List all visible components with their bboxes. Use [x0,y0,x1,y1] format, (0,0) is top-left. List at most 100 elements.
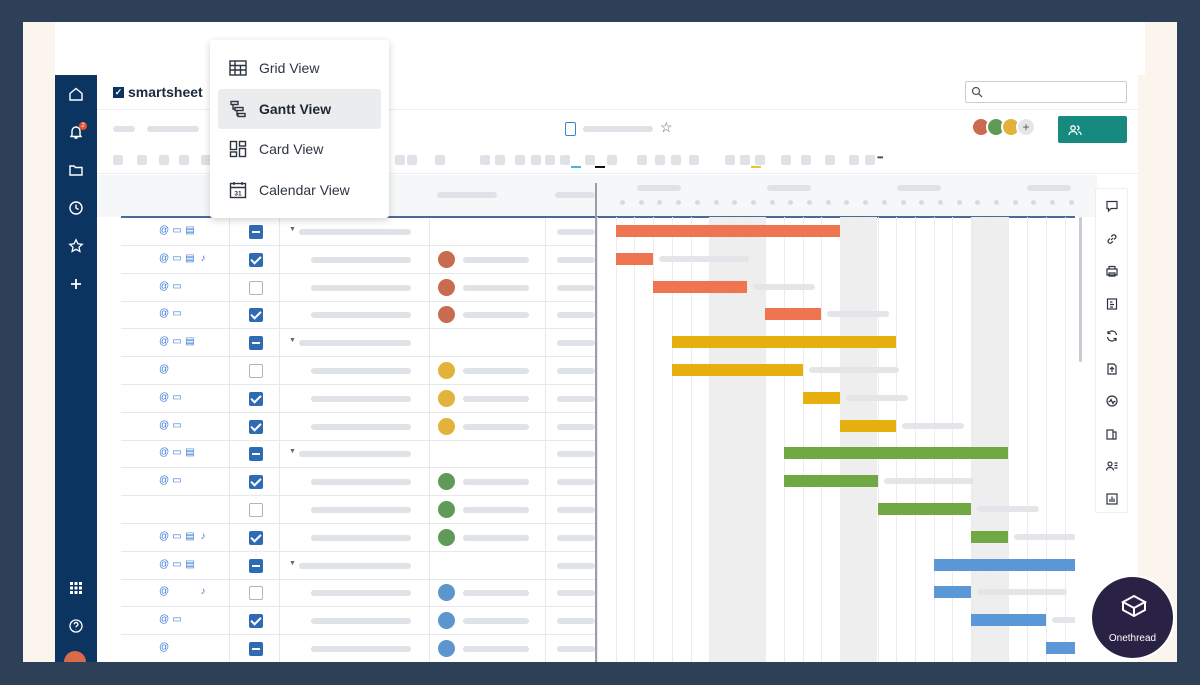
toolbar-control[interactable] [495,155,505,165]
mention-icon[interactable]: @ [159,530,170,542]
contacts-icon[interactable] [1103,457,1121,475]
assignee-avatar[interactable] [438,389,455,407]
assignee-avatar[interactable] [438,473,455,491]
reminder-icon[interactable]: ♪ [200,530,206,542]
activity-icon[interactable] [1103,392,1121,410]
reminder-icon[interactable]: ♪ [200,586,206,598]
report-icon[interactable] [1103,490,1121,508]
attachment-icon[interactable]: ▤ [185,447,195,459]
gantt-bar[interactable] [671,364,803,376]
menu-item-gantt-view[interactable]: Gantt View [218,89,381,129]
toolbar-control[interactable] [740,155,750,165]
search-input[interactable] [965,81,1127,103]
gantt-bar[interactable] [933,586,971,599]
upload-icon[interactable] [1103,360,1121,378]
share-button[interactable] [1058,116,1127,143]
toolbar-control[interactable] [801,155,811,165]
assignee-avatar[interactable] [438,362,455,379]
brand-logo[interactable]: ✓ smartsheet [113,84,203,100]
table-row[interactable]: @ ▭ ▤ ▼ [121,551,595,580]
mention-icon[interactable]: @ [159,364,170,375]
table-row[interactable]: @ [121,635,595,662]
print-icon[interactable] [1103,262,1121,280]
plus-icon[interactable] [63,271,89,297]
clock-icon[interactable] [63,195,89,221]
row-checkbox[interactable] [249,642,263,656]
table-row[interactable] [121,496,595,524]
mention-icon[interactable]: @ [159,225,170,236]
gantt-bar[interactable] [653,280,747,293]
toolbar-control[interactable] [849,155,859,165]
attachment-icon[interactable]: ▤ [185,336,195,348]
apps-icon[interactable] [63,575,89,601]
row-checkbox[interactable] [249,280,263,295]
attachment-icon[interactable]: ▤ [185,530,195,542]
table-row[interactable]: @ ♪ [121,579,595,608]
toolbar-control[interactable] [159,155,169,165]
vertical-scrollbar[interactable] [1079,217,1082,362]
comment-icon[interactable]: ▭ [172,391,182,403]
gantt-splitter[interactable] [595,183,597,662]
table-row[interactable]: @ ▭ ▤ ▼ [121,440,595,469]
attachment-icon[interactable]: ▤ [185,252,195,264]
comment-icon[interactable]: ▭ [172,558,182,570]
link-icon[interactable] [1103,230,1121,248]
table-row[interactable]: @ ▭ ▤ ♪ [121,523,595,552]
help-icon[interactable] [63,613,89,639]
mention-icon[interactable]: @ [159,336,170,348]
mention-icon[interactable]: @ [159,391,170,403]
mention-icon[interactable]: @ [159,558,170,570]
proof-icon[interactable] [1103,425,1121,443]
toolbar-control[interactable] [435,155,445,165]
assignee-avatar[interactable] [438,528,455,546]
table-row[interactable]: @ ▭ [121,468,595,497]
gantt-bar[interactable] [840,419,897,432]
row-checkbox[interactable] [249,336,263,351]
comment-icon[interactable]: ▭ [172,336,182,348]
mention-icon[interactable]: @ [159,586,170,598]
table-row[interactable]: @ [121,357,595,385]
expand-caret-icon[interactable]: ▼ [289,559,296,567]
comment-icon[interactable]: ▭ [172,252,182,264]
toolbar-control[interactable] [689,155,699,165]
row-checkbox[interactable] [249,308,263,323]
table-row[interactable]: @ ▭ [121,607,595,636]
gantt-bar[interactable] [971,614,1046,627]
menu-item-grid-view[interactable]: Grid View [218,48,381,88]
collaborators[interactable]: + [971,117,1036,137]
expand-caret-icon[interactable]: ▼ [289,226,296,233]
toolbar-control[interactable] [671,155,681,165]
assignee-avatar[interactable] [438,278,455,296]
toolbar-control[interactable] [531,155,541,165]
row-checkbox[interactable] [249,530,263,545]
row-checkbox[interactable] [249,419,263,434]
comments-icon[interactable] [1103,197,1121,215]
assignee-avatar[interactable] [438,417,455,435]
mention-icon[interactable]: @ [159,308,170,320]
assignee-avatar[interactable] [438,250,455,268]
assignee-avatar[interactable] [438,501,455,518]
comment-icon[interactable]: ▭ [172,530,182,542]
table-row[interactable]: @ ▭ ▤ ▼ [121,218,595,246]
refresh-icon[interactable] [1103,327,1121,345]
toolbar-control[interactable] [545,155,555,165]
row-checkbox[interactable] [249,475,263,490]
row-checkbox[interactable] [249,503,263,517]
gantt-bar[interactable] [971,530,1009,543]
toolbar-control[interactable] [480,155,490,165]
bell-icon[interactable]: 2 [63,119,89,145]
toolbar-control[interactable] [560,155,570,165]
assignee-avatar[interactable] [438,612,455,630]
toolbar-control[interactable] [137,155,147,165]
row-checkbox[interactable] [249,391,263,406]
comment-icon[interactable] [172,587,182,597]
toolbar-control[interactable] [825,155,835,165]
menu-item-card-view[interactable]: Card View [218,129,381,169]
toolbar-control[interactable] [781,155,791,165]
comment-icon[interactable]: ▭ [172,447,182,459]
toolbar-control[interactable] [113,155,123,165]
folder-icon[interactable] [63,157,89,183]
gantt-bar[interactable] [671,336,897,349]
attachment-icon[interactable]: ▤ [185,225,195,236]
attachment-icon[interactable] [185,587,195,597]
